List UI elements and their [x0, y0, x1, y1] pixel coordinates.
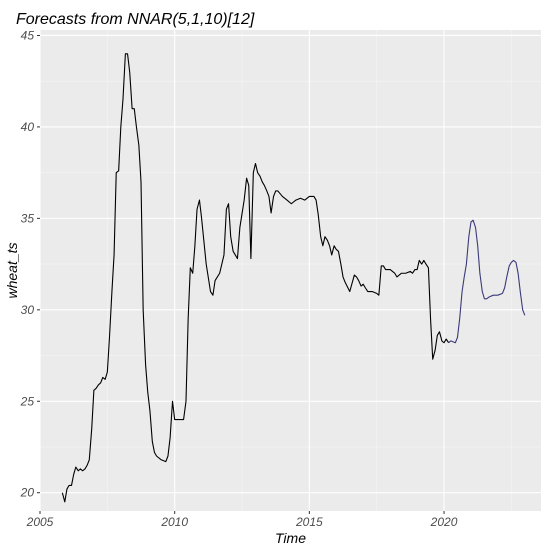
y-tick-labels: 20 25 30 35 40 45 — [20, 28, 35, 499]
axis-ticks — [37, 34, 445, 514]
x-tick-label: 2020 — [430, 515, 458, 529]
y-tick-label: 35 — [21, 211, 35, 225]
y-tick-label: 25 — [20, 394, 35, 408]
x-tick-label: 2015 — [295, 515, 323, 529]
x-tick-label: 2005 — [26, 515, 54, 529]
observed-series-line — [61, 53, 450, 503]
x-tick-label: 2010 — [160, 515, 188, 529]
x-tick-labels: 2005 2010 2015 2020 — [26, 515, 458, 529]
forecast-series-line — [448, 219, 526, 344]
y-tick-label: 45 — [21, 28, 35, 42]
grid-major — [39, 30, 541, 511]
y-axis-title: wheat_ts — [4, 242, 20, 298]
x-axis-title: Time — [275, 530, 306, 546]
y-tick-label: 30 — [21, 303, 35, 317]
plot-panel — [40, 30, 541, 511]
series-layer — [61, 53, 526, 503]
y-tick-label: 20 — [20, 486, 35, 500]
chart-title: Forecasts from NNAR(5,1,10)[12] — [16, 11, 255, 28]
y-tick-label: 40 — [21, 120, 35, 134]
